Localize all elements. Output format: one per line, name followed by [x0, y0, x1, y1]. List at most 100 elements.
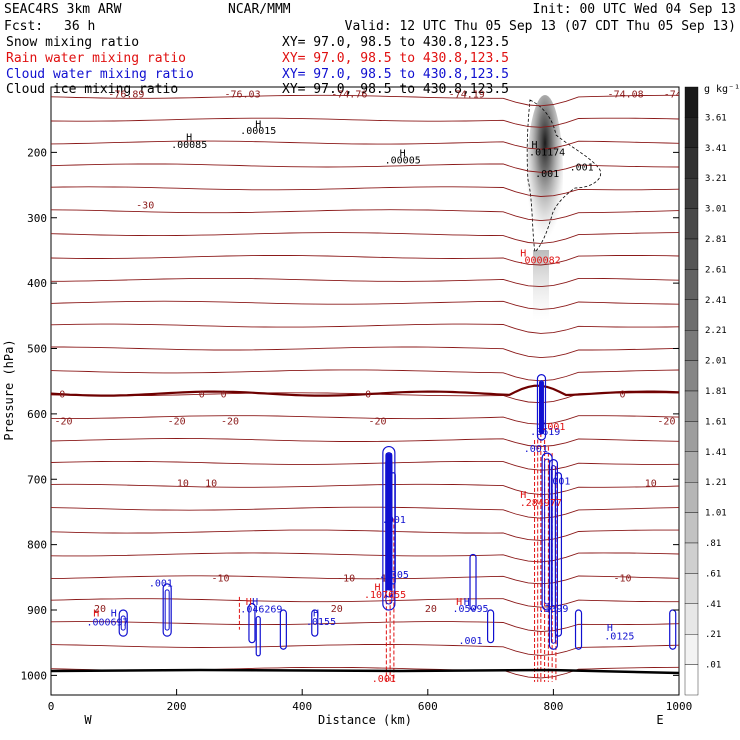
colorbar-swatch	[684, 664, 699, 696]
cloud-water-core	[539, 381, 544, 434]
colorbar-swatch	[684, 330, 699, 361]
colorbar-label: 2.01	[705, 357, 727, 367]
isotherm-line	[51, 575, 679, 585]
extremum-label: H	[255, 120, 261, 131]
colorbar-swatch	[684, 208, 699, 240]
field-label: Cloud water mixing ratio	[6, 67, 194, 82]
cloud-water-contour	[541, 452, 553, 611]
isotherm-label: -20	[55, 416, 73, 427]
isotherm-label: -10	[613, 573, 631, 584]
isotherm-label: 0	[59, 390, 65, 401]
valid-time: Valid: 12 UTC Thu 05 Sep 13 (07 CDT Thu …	[345, 19, 736, 34]
extremum-label: .01174	[529, 148, 565, 159]
field-xy: XY= 97.0, 98.5 to 430.8,123.5	[282, 67, 509, 82]
colorbar-label: 1.61	[705, 417, 727, 427]
isotherm-line	[51, 666, 679, 679]
field-xy: XY= 97.0, 98.5 to 430.8,123.5	[282, 82, 509, 97]
y-tick-label: 500	[27, 343, 47, 356]
isotherm-line	[51, 232, 679, 244]
colorbar-swatch	[684, 238, 699, 270]
isotherm-label: 20	[331, 604, 343, 615]
extremum-label: .00085	[171, 140, 207, 151]
isotherm-label: -76.89	[108, 90, 144, 101]
extremum-label: H	[540, 419, 546, 430]
colorbar-swatch	[684, 634, 699, 665]
colorbar-label: 3.61	[705, 113, 727, 123]
isotherm-label: 10	[645, 479, 657, 490]
y-tick-label: 900	[27, 604, 47, 617]
x-axis-label: Distance (km)	[318, 713, 412, 727]
x-tick-label: 200	[167, 700, 187, 713]
y-tick-label: 600	[27, 408, 47, 421]
isotherm-line	[51, 209, 679, 222]
isotherm-label: -74	[664, 90, 682, 101]
extremum-label: .00015	[240, 126, 276, 137]
extremum-label: .107655	[364, 590, 406, 601]
colorbar-label: 3.01	[705, 205, 727, 215]
colorbar-swatch	[684, 451, 699, 483]
colorbar-swatch	[684, 390, 699, 422]
extremum-label: .001	[541, 422, 565, 433]
isotherm-line	[51, 415, 679, 425]
extremum-label: .001	[570, 163, 594, 174]
y-tick-label: 800	[27, 539, 47, 552]
isotherm-label: -30	[136, 201, 154, 212]
extremum-label: H	[186, 133, 192, 144]
isotherm-label: -20	[168, 416, 186, 427]
extremum-label: H	[532, 140, 538, 151]
isotherm-line	[51, 460, 679, 471]
extremum-label: .001	[372, 674, 396, 685]
cloud-water-contour	[311, 609, 319, 637]
x-tick-label: 1000	[666, 700, 693, 713]
surface-line	[50, 668, 680, 675]
colorbar-swatch	[684, 573, 699, 605]
extremum-label: .0155	[306, 617, 336, 628]
colorbar-swatch	[684, 360, 699, 392]
extremum-label: .00005	[385, 155, 421, 166]
field-label: Rain water mixing ratio	[6, 51, 186, 66]
extremum-label: H	[111, 609, 117, 620]
extrema-labels: H.00015H.00085H.00005H.01174.001.001H.00…	[86, 120, 634, 685]
isotherm-line	[51, 598, 679, 608]
extremum-label: H	[93, 609, 99, 620]
cloud-water-contours	[118, 374, 677, 657]
isotherm-label: -76.03	[224, 90, 260, 101]
isotherm-label: 0	[221, 390, 227, 401]
isotherm-line	[51, 255, 679, 266]
field-xy: XY= 97.0, 98.5 to 430.8,123.5	[282, 51, 509, 66]
colorbar-label: 2.41	[705, 296, 727, 306]
colorbar-swatch	[684, 177, 699, 209]
isotherm-line	[51, 277, 679, 288]
extremum-label: H	[607, 623, 613, 634]
isotherm-line	[51, 621, 679, 632]
colorbar-label: 2.61	[705, 265, 727, 275]
field-label: Snow mixing ratio	[6, 35, 139, 50]
cloud-water-contour	[255, 615, 261, 657]
colorbar-swatch	[684, 542, 699, 574]
isotherm-label: -20	[221, 416, 239, 427]
temperature-contours: -76.89 -76.03 -74.76 -74.19 -74.08 -74 -30 -20 -…	[51, 90, 682, 679]
colorbar-label: 3.21	[705, 174, 727, 184]
extremum-label: H	[313, 609, 319, 620]
cloud-water-contour	[120, 615, 126, 631]
field-legend: Snow mixing ratio XY= 97.0, 98.5 to 430.…	[6, 35, 509, 97]
y-axis-label: Pressure (hPa)	[2, 339, 16, 440]
cloud-water-contour	[669, 609, 677, 650]
extremum-label: .001	[149, 578, 173, 589]
isotherm-label: 0	[199, 390, 205, 401]
extremum-label: H	[456, 597, 462, 608]
cloud-water-core	[385, 453, 392, 591]
extremum-label: .5305	[379, 570, 409, 581]
isotherm-line	[51, 163, 679, 173]
y-tick-label: 200	[27, 146, 47, 159]
x-tick-label: 800	[543, 700, 563, 713]
isotherm-line	[51, 506, 679, 519]
extremum-label: .001	[382, 515, 406, 526]
isotherm-line	[51, 346, 679, 359]
cloud-water-contour	[487, 609, 495, 644]
isotherm-line	[51, 644, 679, 656]
isotherm-label: -74.19	[449, 90, 485, 101]
x-tick-label: 600	[418, 700, 438, 713]
direction-east: E	[656, 713, 663, 727]
